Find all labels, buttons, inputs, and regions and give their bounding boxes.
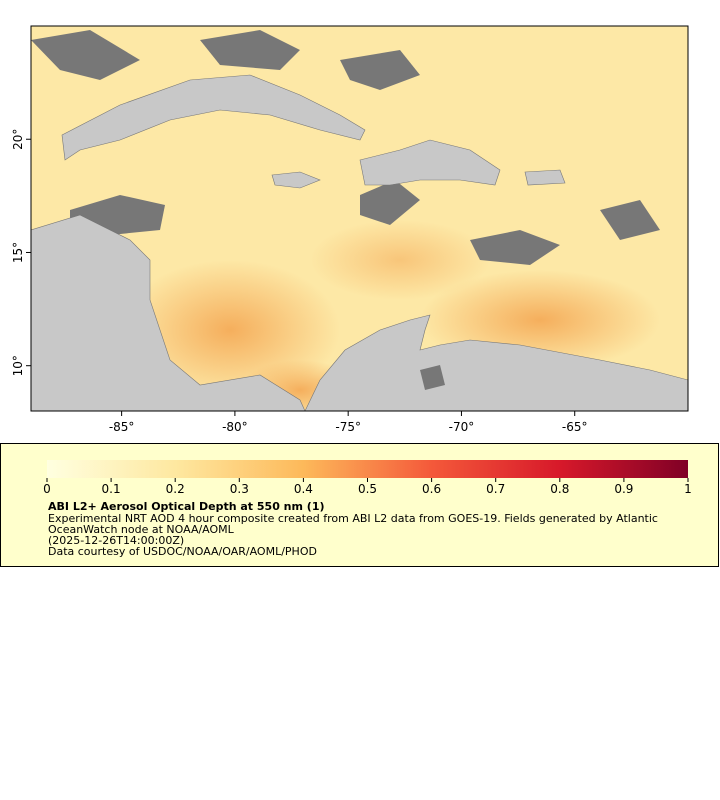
colorbar-tick-label: 0.7: [486, 482, 505, 496]
y-tick-label: 15°: [11, 242, 25, 263]
map-frame: [30, 25, 689, 412]
colorbar: [47, 460, 688, 478]
x-tick-label: -70°: [449, 420, 475, 434]
legend-line: Data courtesy of USDOC/NOAA/OAR/AOML/PHO…: [48, 545, 317, 558]
x-tick-label: -65°: [562, 420, 588, 434]
colorbar-tick-label: 0.2: [166, 482, 185, 496]
map-image: [31, 26, 688, 411]
y-tick-label: 20°: [11, 129, 25, 150]
x-tick-label: -85°: [109, 420, 135, 434]
colorbar-tick-label: 0.4: [294, 482, 313, 496]
colorbar-tick-label: 0.1: [102, 482, 121, 496]
colorbar-tick-label: 0.3: [230, 482, 249, 496]
legend-title: ABI L2+ Aerosol Optical Depth at 550 nm …: [48, 500, 325, 513]
colorbar-tick-label: 1: [684, 482, 692, 496]
colorbar-tick-label: 0.8: [550, 482, 569, 496]
colorbar-tick-label: 0.6: [422, 482, 441, 496]
y-tick-label: 10°: [11, 355, 25, 376]
legend-line: OceanWatch node at NOAA/AOML: [48, 523, 235, 536]
colorbar-tick-label: 0.9: [614, 482, 633, 496]
x-tick-label: -80°: [222, 420, 248, 434]
colorbar-tick-label: 0: [43, 482, 51, 496]
colorbar-tick-label: 0.5: [358, 482, 377, 496]
legend-line: Experimental NRT AOD 4 hour composite cr…: [48, 512, 658, 525]
legend-line: (2025-12-26T14:00:00Z): [48, 534, 184, 547]
x-tick-label: -75°: [335, 420, 361, 434]
